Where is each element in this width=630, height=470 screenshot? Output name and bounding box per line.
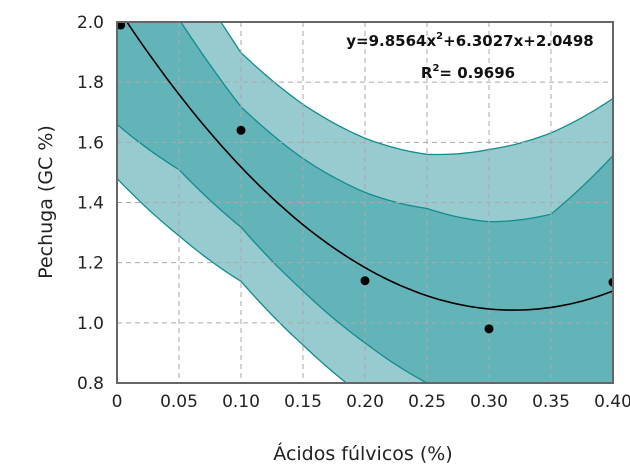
x-axis-label: Ácidos fúlvicos (%) (273, 442, 452, 465)
r-squared-label: R2= 0.9696 (421, 63, 515, 82)
data-point (360, 276, 370, 286)
data-point (608, 277, 613, 287)
y-tick-label: 1.6 (77, 133, 104, 153)
x-tick-label: 0.15 (284, 392, 322, 412)
y-tick-label: 1.4 (77, 194, 104, 214)
data-point (117, 22, 126, 30)
outer-band-lower-line (117, 178, 348, 383)
x-tick-label: 0 (112, 392, 123, 412)
x-tick-label: 0.05 (160, 392, 198, 412)
data-series (117, 22, 613, 334)
data-point (236, 125, 246, 135)
y-tick-label: 2.0 (77, 13, 104, 33)
outer-band-upper-line (220, 22, 613, 156)
fit-curve (125, 22, 613, 311)
x-tick-label: 0.20 (346, 392, 384, 412)
x-tick-label: 0.30 (470, 392, 508, 412)
x-tick-label: 0.25 (408, 392, 446, 412)
inner-band-upper-line (180, 22, 613, 223)
data-point (484, 324, 494, 334)
fit-equation: y=9.8564x2+6.3027x+2.0498 (346, 31, 593, 50)
x-tick-label: 0.40 (594, 392, 630, 412)
y-tick-label: 1.8 (77, 73, 104, 93)
y-tick-label: 0.8 (77, 374, 104, 394)
grid-lines (117, 22, 613, 383)
y-tick-label: 1.0 (77, 314, 104, 334)
x-tick-label: 0.10 (222, 392, 260, 412)
y-tick-labels: 0.8 1.0 1.2 1.4 1.6 1.8 2.0 (77, 13, 104, 394)
y-axis-label: Pechuga (GC %) (35, 125, 57, 279)
plot-frame (116, 21, 614, 384)
inner-band-lower-line (117, 123, 430, 383)
y-tick-label: 1.2 (77, 254, 104, 274)
x-tick-label: 0.35 (532, 392, 570, 412)
x-tick-labels: 0 0.05 0.10 0.15 0.20 0.25 0.30 0.35 0.40 (112, 392, 630, 412)
